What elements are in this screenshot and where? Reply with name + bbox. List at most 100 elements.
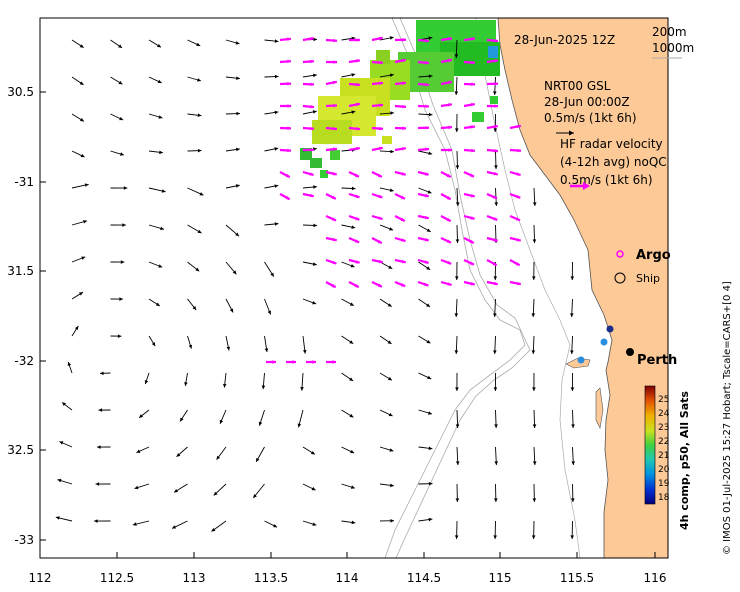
hf-radar-arrow [509,259,521,267]
model-current-arrow [136,446,150,454]
model-current-arrow [57,478,73,485]
model-current-arrow [418,517,433,522]
model-current-arrow [148,298,161,307]
hf-radar-arrow [417,236,429,242]
hf-radar-arrow [394,193,406,200]
model-current-arrow [379,518,395,523]
model-current-arrow [148,335,156,347]
model-current-arrow [225,298,234,313]
hf-radar-arrow [394,258,406,264]
model-current-arrow [59,441,73,448]
date-label: 28-Jun-2025 12Z [514,33,615,47]
colorbar-ticks: 25 24 23 22 21 20 19 18 [658,395,670,503]
model-current-arrow [110,39,123,49]
hf-radar-arrow [371,126,384,131]
hf-radar-arrow [302,192,314,198]
hf-radar-arrow [486,81,499,86]
hf-radar-arrow [486,259,498,267]
hf-radar-arrow [417,192,429,198]
y-tick-label: -33 [14,533,34,547]
hf-radar-arrow [302,36,315,42]
model-current-arrow [341,224,356,229]
model-current-arrow [148,187,166,193]
model-current-arrow [302,483,316,491]
model-current-arrow [148,150,163,155]
hf-radar-arrow [371,214,383,221]
hf-radar-arrow [394,215,406,223]
hf-radar-arrow [286,360,296,364]
hf-radar-arrow [463,259,475,266]
y-axis: 30.5 -31 31.5 -32 32.5 -33 [7,85,46,547]
model-current-arrow [110,76,123,85]
station-marker [606,325,614,333]
hf-radar-arrow [394,104,407,109]
hf-subtitle: (4-12h avg) noQC [560,155,667,169]
hf-radar-arrow [279,59,292,64]
model-current-arrow [532,372,536,392]
model-current-arrow [176,446,188,458]
hf-radar-arrow [279,126,292,131]
hf-radar-arrow [486,148,499,153]
contour-200m [384,18,526,558]
model-current-arrow [341,110,356,115]
model-current-arrow [493,335,497,355]
hf-radar-arrow [394,236,406,243]
hf-radar-arrow [279,104,292,108]
model-current-arrow [531,298,536,318]
model-current-arrow [571,409,575,429]
model-current-arrow [187,261,200,272]
hf-radar-arrow [306,360,316,364]
hf-radar-arrow [348,38,361,42]
colorbar-tick: 19 [658,479,670,489]
model-current-arrow [379,149,395,154]
model-current-arrow [532,446,537,466]
model-current-arrow [379,483,394,488]
model-current-arrow [302,261,317,266]
hf-radar-arrow [348,258,360,264]
model-current-arrow [418,112,433,117]
hf-radar-arrow [348,82,361,87]
model-current-arrow [138,409,150,419]
model-current-arrow [454,113,459,133]
hf-radar-arrow [486,104,499,108]
argo-marker [616,250,624,258]
hf-radar-arrow [417,126,430,130]
hf-radar-arrow [325,38,338,43]
model-current-arrow [148,224,165,231]
hf-radar-arrow [348,171,360,178]
model-current-arrow [71,325,79,337]
model-current-arrow [379,372,393,381]
ship-marker [614,272,626,284]
model-current-arrow [341,261,355,268]
model-current-arrow [187,148,202,153]
model-current-arrow [494,409,498,429]
model-current-arrow [302,73,317,78]
hf-radar-arrow [371,146,383,152]
credit-text: © IMOS 01-Jul-2025 15:27 Hobart; Tscale=… [722,281,733,555]
model-current-arrow [264,520,278,528]
hf-radar-arrow [417,214,429,220]
model-current-arrow [379,298,392,308]
model-current-arrow [454,298,459,318]
model-current-arrow [570,520,574,540]
hf-radar-arrow [417,104,430,109]
hf-scale-arrow [570,182,590,190]
nrt-scale: 0.5m/s (1kt 6h) [544,111,637,125]
y-tick-label: -32 [14,354,34,368]
model-current-arrow [264,261,275,277]
model-current-arrow [302,520,317,526]
model-current-arrow [341,372,354,382]
hf-radar-arrow [325,214,337,222]
model-current-arrow [61,402,73,411]
model-current-arrow [418,74,433,78]
model-current-arrow [132,520,150,526]
hf-radar-arrow [417,170,429,176]
hf-radar-arrow [325,258,337,265]
hf-radar-arrow [463,148,476,153]
model-current-arrow [341,335,354,345]
hf-radar-arrow [463,214,475,220]
model-current-arrow [110,334,122,338]
model-current-arrow [379,224,394,231]
hf-radar-arrow [440,125,453,130]
hf-radar-arrow [509,148,522,153]
